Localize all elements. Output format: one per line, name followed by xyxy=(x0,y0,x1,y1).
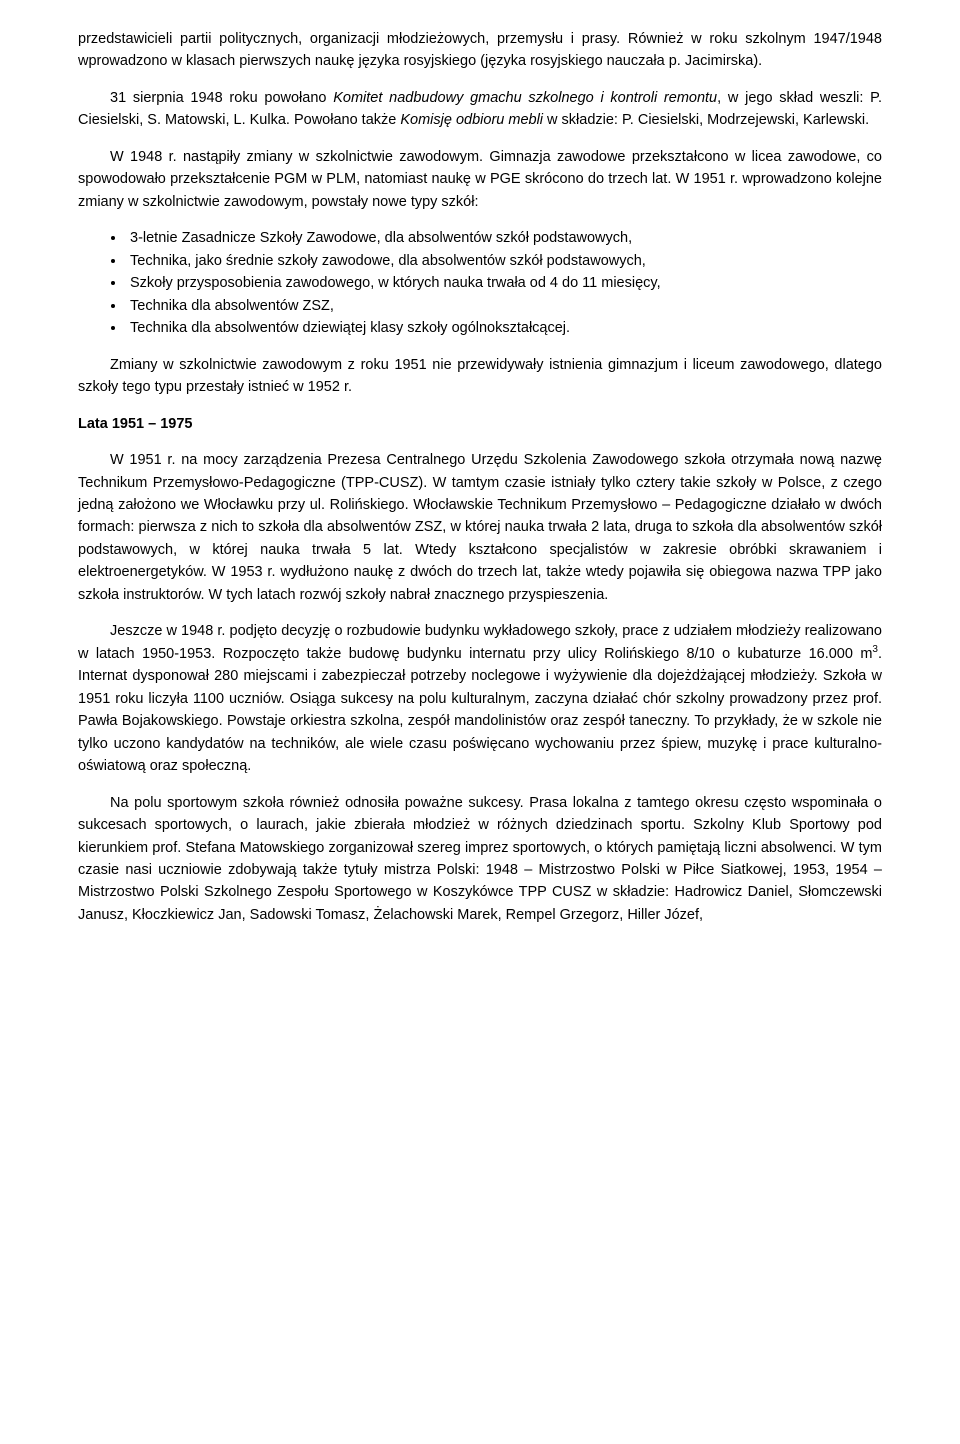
text: w składzie: P. Ciesielski, Modrzejewski,… xyxy=(543,112,869,128)
bullet-list: 3-letnie Zasadnicze Szkoły Zawodowe, dla… xyxy=(78,227,882,339)
text: Jeszcze w 1948 r. podjęto decyzję o rozb… xyxy=(78,623,882,661)
document-page: przedstawicieli partii politycznych, org… xyxy=(0,0,960,1444)
paragraph: 31 sierpnia 1948 roku powołano Komitet n… xyxy=(78,87,882,132)
paragraph: Zmiany w szkolnictwie zawodowym z roku 1… xyxy=(78,354,882,399)
list-item: Technika, jako średnie szkoły zawodowe, … xyxy=(126,250,882,272)
list-item: Szkoły przysposobienia zawodowego, w któ… xyxy=(126,272,882,294)
list-item: Technika dla absolwentów dziewiątej klas… xyxy=(126,317,882,339)
list-item: Technika dla absolwentów ZSZ, xyxy=(126,295,882,317)
text: 31 sierpnia 1948 roku powołano xyxy=(110,90,333,106)
paragraph: Jeszcze w 1948 r. podjęto decyzję o rozb… xyxy=(78,620,882,777)
list-item: 3-letnie Zasadnicze Szkoły Zawodowe, dla… xyxy=(126,227,882,249)
paragraph: W 1948 r. nastąpiły zmiany w szkolnictwi… xyxy=(78,146,882,213)
section-heading: Lata 1951 – 1975 xyxy=(78,413,882,435)
paragraph: W 1951 r. na mocy zarządzenia Prezesa Ce… xyxy=(78,449,882,606)
italic-text: Komitet nadbudowy gmachu szkolnego i kon… xyxy=(333,90,717,106)
italic-text: Komisję odbioru mebli xyxy=(400,112,543,128)
paragraph: Na polu sportowym szkoła również odnosił… xyxy=(78,792,882,927)
paragraph: przedstawicieli partii politycznych, org… xyxy=(78,28,882,73)
text: . Internat dysponował 280 miejscami i za… xyxy=(78,646,882,774)
